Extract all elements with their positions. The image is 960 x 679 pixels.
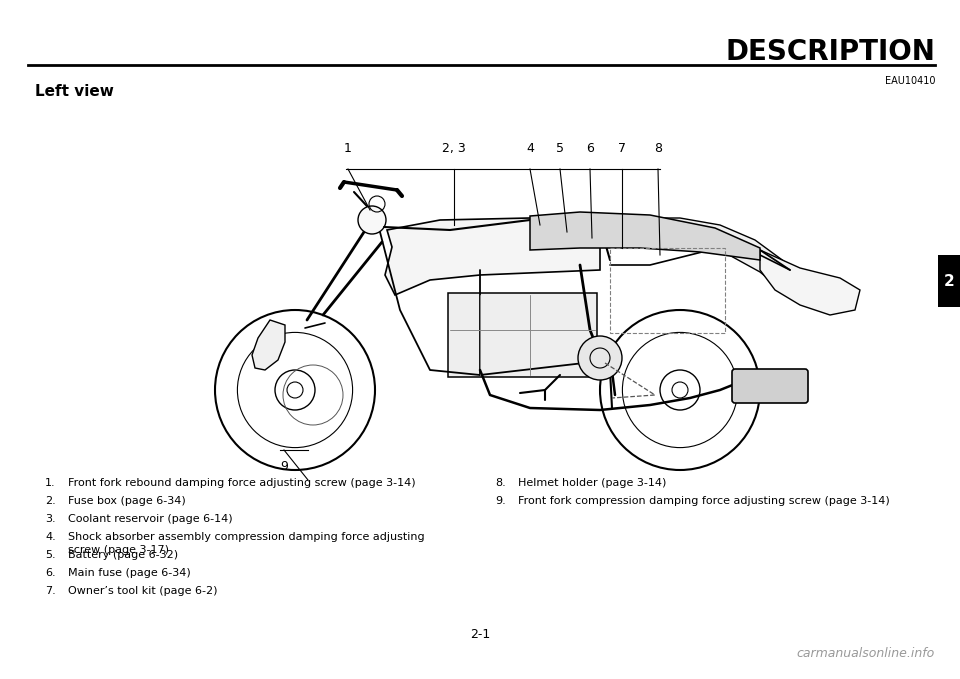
Text: EAU10410: EAU10410 bbox=[884, 76, 935, 86]
Text: Helmet holder (page 3-14): Helmet holder (page 3-14) bbox=[518, 478, 666, 488]
Text: 7: 7 bbox=[618, 142, 626, 155]
FancyBboxPatch shape bbox=[732, 369, 808, 403]
Text: 7.: 7. bbox=[45, 586, 56, 596]
Bar bbox=[610, 248, 725, 333]
Text: screw (page 3-17): screw (page 3-17) bbox=[68, 545, 169, 555]
Text: 8.: 8. bbox=[495, 478, 506, 488]
Text: 5: 5 bbox=[556, 142, 564, 155]
Polygon shape bbox=[760, 250, 860, 315]
Text: 2: 2 bbox=[944, 274, 954, 289]
Text: 8: 8 bbox=[654, 142, 662, 155]
Polygon shape bbox=[252, 320, 285, 370]
Text: Battery (page 6-32): Battery (page 6-32) bbox=[68, 550, 179, 560]
Bar bbox=[938, 255, 960, 307]
Polygon shape bbox=[640, 218, 800, 300]
Text: 6: 6 bbox=[586, 142, 594, 155]
Circle shape bbox=[358, 206, 386, 234]
Circle shape bbox=[578, 336, 622, 380]
FancyBboxPatch shape bbox=[448, 293, 597, 377]
Text: Shock absorber assembly compression damping force adjusting: Shock absorber assembly compression damp… bbox=[68, 532, 424, 542]
Text: Front fork rebound damping force adjusting screw (page 3-14): Front fork rebound damping force adjusti… bbox=[68, 478, 416, 488]
Text: Coolant reservoir (page 6-14): Coolant reservoir (page 6-14) bbox=[68, 514, 232, 524]
Text: 2.: 2. bbox=[45, 496, 56, 506]
Text: Main fuse (page 6-34): Main fuse (page 6-34) bbox=[68, 568, 191, 578]
Text: 1.: 1. bbox=[45, 478, 56, 488]
Text: Front fork compression damping force adjusting screw (page 3-14): Front fork compression damping force adj… bbox=[518, 496, 890, 506]
Text: 1: 1 bbox=[344, 142, 352, 155]
Polygon shape bbox=[530, 212, 760, 260]
Text: DESCRIPTION: DESCRIPTION bbox=[725, 38, 935, 66]
Text: 6.: 6. bbox=[45, 568, 56, 578]
Text: 3.: 3. bbox=[45, 514, 56, 524]
Text: 9.: 9. bbox=[495, 496, 506, 506]
Text: Owner’s tool kit (page 6-2): Owner’s tool kit (page 6-2) bbox=[68, 586, 218, 596]
Text: 9: 9 bbox=[280, 460, 288, 473]
Polygon shape bbox=[385, 218, 600, 295]
Text: 2, 3: 2, 3 bbox=[443, 142, 466, 155]
Text: Fuse box (page 6-34): Fuse box (page 6-34) bbox=[68, 496, 185, 506]
Text: 2-1: 2-1 bbox=[469, 629, 491, 642]
Text: 4: 4 bbox=[526, 142, 534, 155]
Text: carmanualsonline.info: carmanualsonline.info bbox=[797, 647, 935, 660]
Text: Left view: Left view bbox=[35, 84, 114, 99]
Text: 5.: 5. bbox=[45, 550, 56, 560]
Text: 4.: 4. bbox=[45, 532, 56, 542]
